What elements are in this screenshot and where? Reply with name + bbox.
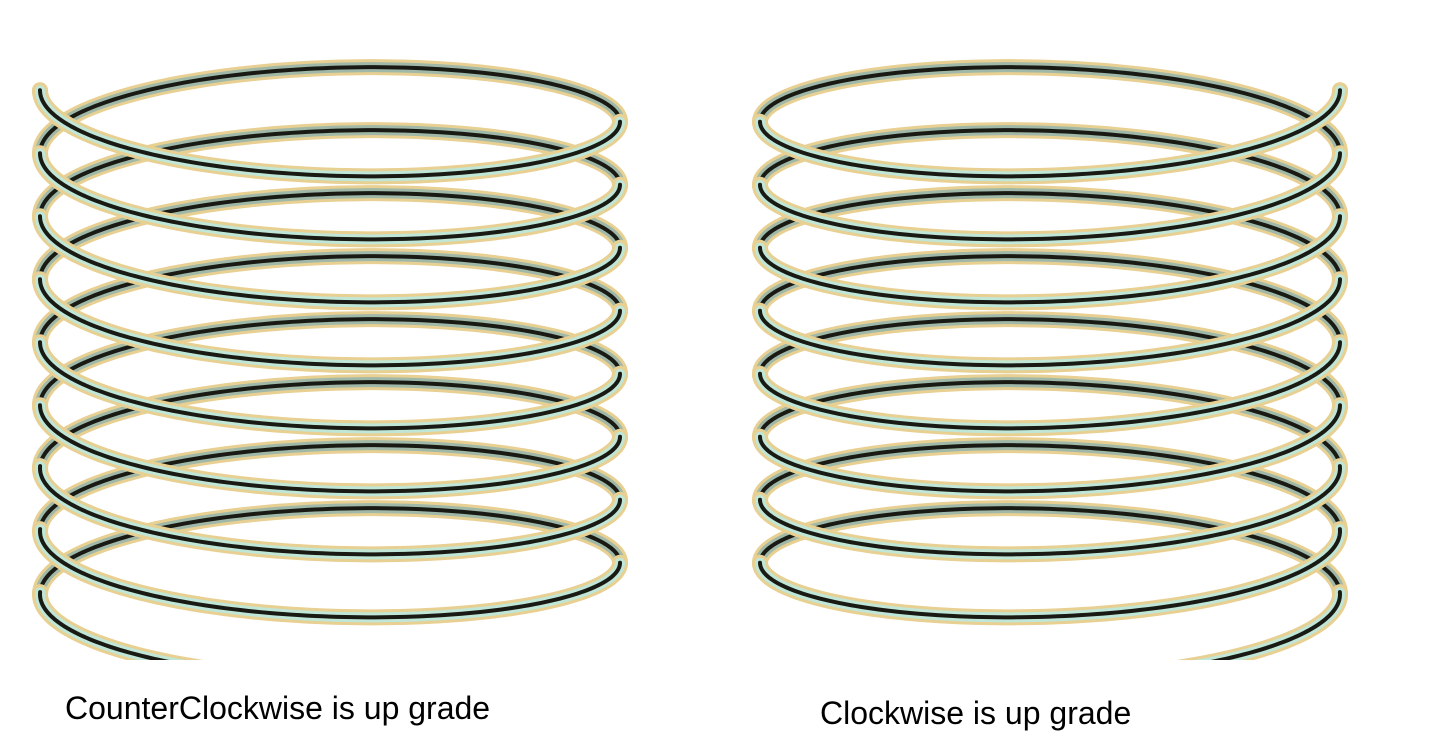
caption-cw: Clockwise is up grade (820, 695, 1131, 732)
helix-cw (720, 0, 1380, 660)
helix-ccw (0, 0, 660, 660)
helix-panel-ccw (0, 0, 660, 660)
caption-ccw: CounterClockwise is up grade (65, 690, 490, 727)
helix-panel-cw (720, 0, 1380, 660)
